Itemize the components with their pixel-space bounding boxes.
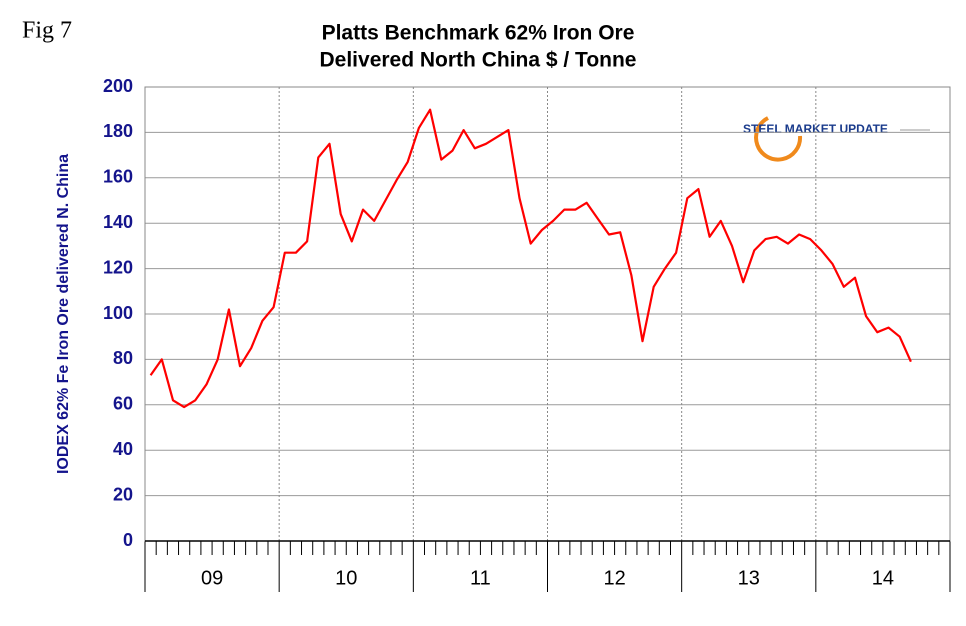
x-group-label: 12 xyxy=(603,567,625,589)
y-axis-title: IODEX 62% Fe Iron Ore delivered N. China xyxy=(55,154,72,474)
x-group-label: 13 xyxy=(738,567,760,589)
x-group-label: 14 xyxy=(872,567,894,589)
data-line xyxy=(149,108,912,409)
x-group-label: 10 xyxy=(335,567,357,589)
y-tick-label: 20 xyxy=(113,484,133,504)
y-tick-label: 120 xyxy=(103,257,133,277)
fig-label: Fig 7 xyxy=(22,18,72,44)
x-group-label: 09 xyxy=(201,567,223,589)
y-tick-label: 140 xyxy=(103,212,133,232)
y-tick-label: 200 xyxy=(103,76,133,96)
logo: STEEL MARKET UPDATE xyxy=(743,116,930,162)
y-tick-label: 40 xyxy=(113,439,133,459)
y-tick-label: 80 xyxy=(113,348,133,368)
logo-swoosh xyxy=(754,116,803,162)
chart-subtitle: Delivered North China $ / Tonne xyxy=(320,49,637,72)
chart-title: Platts Benchmark 62% Iron Ore xyxy=(322,22,635,45)
y-tick-label: 60 xyxy=(113,394,133,414)
y-tick-label: 160 xyxy=(103,167,133,187)
x-group-label: 11 xyxy=(470,567,491,589)
y-tick-label: 100 xyxy=(103,303,133,323)
y-tick-label: 0 xyxy=(123,530,133,550)
y-tick-label: 180 xyxy=(103,121,133,141)
